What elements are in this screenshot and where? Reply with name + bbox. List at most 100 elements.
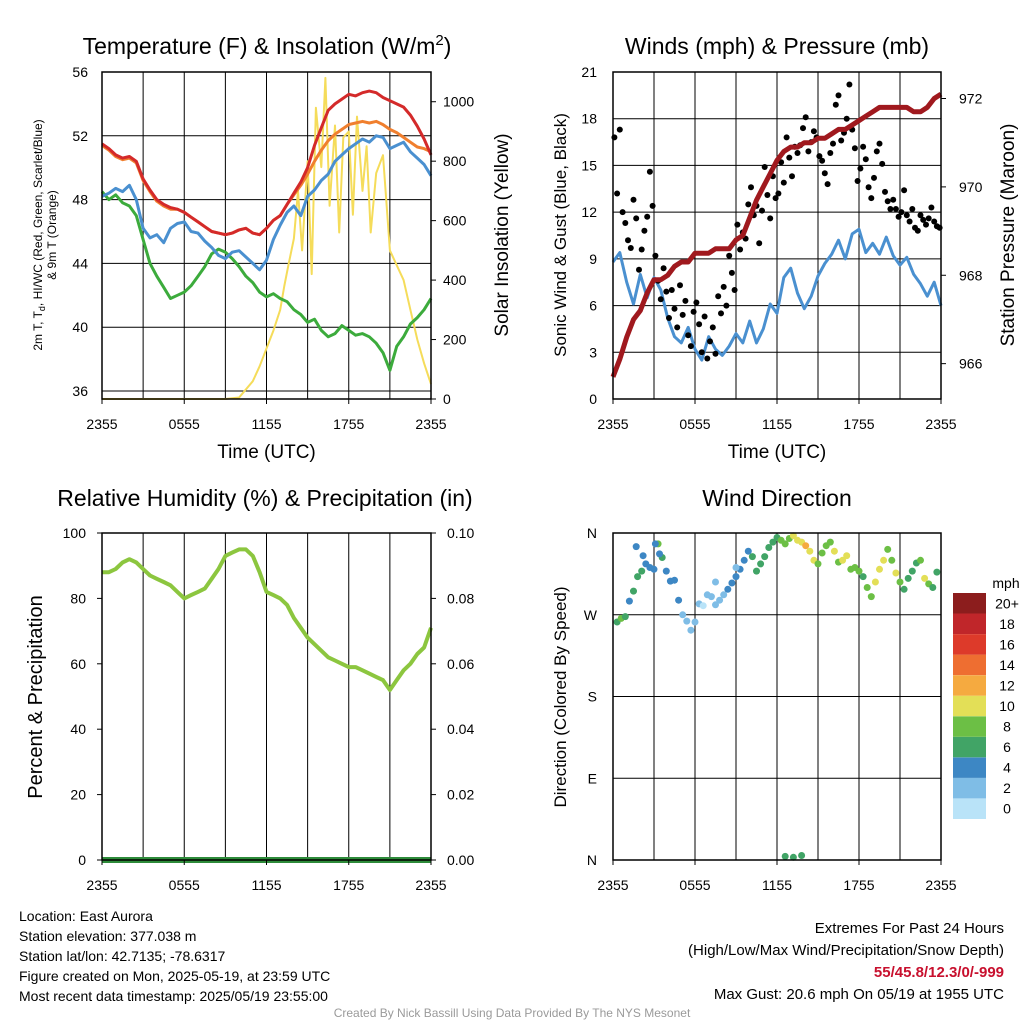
direction-point [888, 556, 896, 564]
gust-point [857, 165, 864, 172]
gust-point [884, 198, 891, 205]
gust-point [619, 209, 626, 216]
direction-point [929, 584, 937, 591]
direction-point [683, 617, 691, 625]
direction-point [679, 611, 687, 619]
gust-point [865, 184, 872, 191]
x-tick-label: 1755 [333, 416, 364, 432]
y2-tick-label: 0 [443, 391, 451, 407]
colorbar-label: 6 [1003, 739, 1011, 755]
direction-point [806, 547, 814, 555]
y2-tick-label: 0.10 [447, 525, 474, 541]
gust-point [633, 215, 640, 222]
direction-point [876, 565, 883, 573]
colorbar-swatch [953, 757, 986, 778]
gust-point [914, 227, 921, 234]
gust-point [854, 178, 861, 184]
y-tick-label: 21 [581, 64, 597, 80]
direction-point [732, 564, 740, 571]
station-info: Location: East Aurora Station elevation:… [19, 906, 330, 1006]
gust-point [745, 201, 752, 208]
gust-point [824, 181, 831, 188]
x-tick-label: 2355 [925, 416, 956, 432]
direction-point [769, 538, 777, 546]
gust-point [789, 173, 795, 180]
gust-point [709, 324, 716, 331]
direction-point [789, 532, 797, 540]
direction-point [789, 853, 797, 861]
y-tick-label: 48 [72, 192, 88, 208]
direction-point [765, 544, 773, 551]
gust-point [718, 310, 724, 317]
series-line-relative-humidity [102, 547, 433, 692]
gust-point [873, 148, 880, 155]
colorbar-label: 8 [1003, 719, 1011, 735]
direction-point [917, 556, 924, 564]
x-tick-label: 2355 [925, 877, 956, 893]
y-tick-label: 44 [72, 255, 88, 271]
extremes-title: Extremes For Past 24 Hours [814, 920, 1004, 937]
gust-point [895, 213, 902, 220]
direction-point [712, 601, 719, 609]
y-tick-label: 20 [70, 787, 86, 803]
gust-point [679, 311, 686, 318]
y2-tick-label: 0.04 [447, 721, 474, 737]
y2-tick-label: 966 [959, 356, 983, 372]
recent-timestamp: Most recent data timestamp: 2025/05/19 2… [19, 988, 328, 1004]
series-line-temp-2m [101, 89, 433, 237]
y-tick-label: 9 [589, 251, 597, 267]
series-line-dewpoint [100, 190, 433, 372]
direction-point [724, 585, 732, 593]
colorbar-swatch [953, 716, 986, 737]
direction-point [802, 542, 810, 550]
gust-point [832, 101, 839, 108]
y-tick-label: 100 [63, 525, 87, 541]
direction-point [826, 538, 834, 546]
colorbar-label: 2 [1003, 780, 1011, 796]
gust-point [627, 245, 634, 251]
extremes-subtitle: (High/Low/Max Wind/Precipitation/Snow De… [688, 942, 1004, 959]
x-tick-label: 1755 [843, 877, 874, 893]
y2-tick-label: 0.02 [447, 787, 474, 803]
y-axis-label: Percent & Precipitation [25, 595, 47, 798]
figure-created: Figure created on Mon, 2025-05-19, at 23… [19, 968, 331, 984]
y2-tick-label: 0.08 [447, 590, 474, 606]
gust-point [816, 153, 823, 160]
gust-point [616, 126, 623, 133]
colorbar-label: 14 [999, 657, 1015, 673]
colorbar-label: 16 [999, 636, 1015, 652]
y-tick-label: 3 [589, 344, 597, 360]
direction-point [859, 573, 867, 581]
series-line-pressure [610, 92, 943, 378]
gust-point [800, 125, 806, 132]
gust-point [928, 204, 935, 211]
gust-point [764, 192, 771, 198]
gust-point [707, 338, 713, 345]
gust-point [909, 206, 916, 212]
x-tick-label: 2355 [86, 416, 117, 432]
direction-point [871, 578, 879, 586]
direction-point [933, 568, 941, 576]
direction-point [884, 545, 892, 553]
gust-point [903, 212, 910, 219]
direction-point [798, 852, 806, 859]
gust-point [668, 287, 675, 293]
direction-point [671, 576, 678, 584]
x-tick-label: 1155 [251, 877, 281, 893]
gust-point [882, 188, 888, 195]
gust-point [734, 221, 741, 228]
direction-point [651, 540, 659, 548]
series-line-heat-index [101, 134, 433, 272]
max-gust: Max Gust: 20.6 mph On 05/19 at 1955 UTC [713, 986, 1004, 1003]
gust-point [698, 349, 705, 356]
x-tick-label: 0555 [169, 877, 200, 893]
gust-point [638, 246, 645, 253]
gust-point [693, 299, 700, 306]
colorbar-swatch [953, 613, 986, 634]
y-tick-label: N [587, 525, 597, 541]
gust-point [862, 156, 869, 163]
gust-point [887, 206, 894, 212]
direction-point [900, 585, 908, 593]
x-tick-label: 1155 [251, 416, 281, 432]
